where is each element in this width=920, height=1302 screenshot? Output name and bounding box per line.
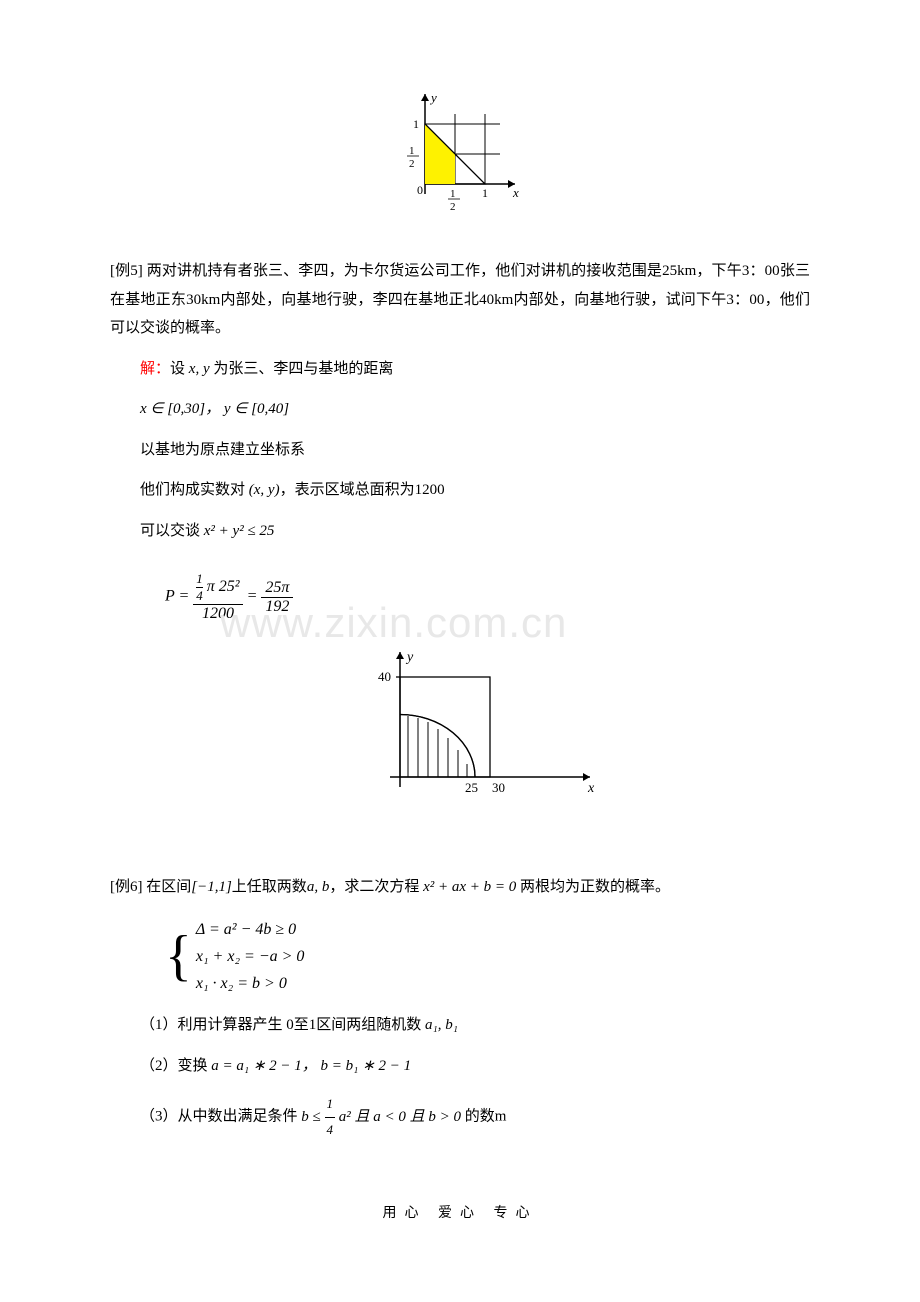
left-brace: {	[165, 931, 192, 981]
chart2-figure: 40 25 30 x y	[110, 637, 810, 817]
example6-step3: （3）从中数出满足条件 b ≤ 14 a² 且 a < 0 且 b > 0 的数…	[110, 1092, 810, 1142]
page-footer: 用心 爱心 专心	[110, 1202, 810, 1222]
svg-text:40: 40	[378, 669, 391, 684]
solution-label: 解：	[140, 361, 170, 377]
svg-text:1: 1	[482, 186, 488, 200]
svg-text:30: 30	[492, 780, 505, 795]
chart1-svg: 0 1 2 1 1 2 1 x y	[385, 84, 535, 214]
probability-formula: P = 14 π 25²1200 = 25π192	[110, 571, 810, 623]
example5-line4: 他们构成实数对 (x, y)，表示区域总面积为1200	[110, 476, 810, 505]
svg-text:y: y	[429, 90, 437, 105]
svg-text:x: x	[512, 185, 519, 200]
cond3: x₁ · x₂ = b > 0	[196, 970, 305, 997]
svg-text:2: 2	[450, 201, 456, 213]
cond2: x₁ + x₂ = −a > 0	[196, 943, 305, 970]
example6-step1: （1）利用计算器产生 0至1区间两组随机数 a₁, b₁	[110, 1011, 810, 1040]
example6-step2: （2）变换 a = a₁ ∗ 2 − 1， b = b₁ ∗ 2 − 1	[110, 1052, 810, 1081]
svg-text:2: 2	[409, 158, 415, 170]
svg-text:0: 0	[417, 183, 423, 197]
svg-text:y: y	[405, 650, 414, 665]
example5-line2: x ∈ [0,30]， y ∈ [0,40]	[110, 395, 810, 424]
example6-heading: [例6] 在区间[−1,1]上任取两数a, b，求二次方程 x² + ax + …	[110, 873, 810, 902]
chart2-svg: 40 25 30 x y	[300, 637, 620, 812]
svg-text:1: 1	[409, 145, 415, 157]
example6-conditions: { Δ = a² − 4b ≥ 0 x₁ + x₂ = −a > 0 x₁ · …	[110, 916, 810, 998]
chart1-figure: 0 1 2 1 1 2 1 x y	[110, 84, 810, 219]
example5-line3: 以基地为原点建立坐标系	[110, 436, 810, 465]
svg-text:x: x	[587, 781, 595, 796]
example5-line5: 可以交谈 x² + y² ≤ 25	[110, 517, 810, 546]
cond1: Δ = a² − 4b ≥ 0	[196, 916, 305, 943]
svg-text:1: 1	[413, 117, 419, 131]
example5-heading: [例5] 两对讲机持有者张三、李四，为卡尔货运公司工作，他们对讲机的接收范围是2…	[110, 257, 810, 343]
svg-text:25: 25	[465, 780, 478, 795]
svg-text:1: 1	[450, 188, 456, 200]
example5-line1: 解：设 x, y 为张三、李四与基地的距离	[110, 355, 810, 384]
